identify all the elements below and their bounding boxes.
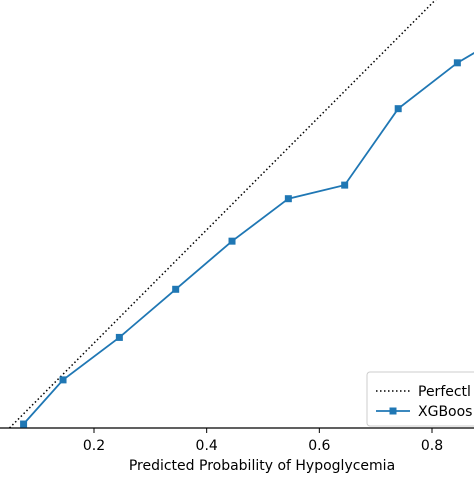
xgboost-data-point	[394, 105, 402, 113]
x-tick-label: 0.8	[421, 438, 443, 454]
legend: Perfectl XGBoos	[366, 371, 474, 427]
xgboost-data-point	[284, 195, 292, 203]
xgboost-data-point	[172, 285, 180, 293]
perfect-calibration-line	[8, 0, 437, 428]
xgboost-calibration-line	[22, 52, 474, 425]
x-axis-ticks: 0.2 0.4 0.6 0.8	[83, 428, 443, 454]
series-group	[8, 0, 474, 428]
xgboost-data-point	[20, 420, 28, 428]
xgboost-data-point	[59, 376, 67, 384]
x-tick-label: 0.4	[196, 438, 218, 454]
x-tick-label: 0.6	[308, 438, 330, 454]
xgboost-data-point	[453, 59, 461, 67]
xgboost-data-point	[341, 181, 349, 189]
legend-perfect-label: Perfectl	[418, 384, 471, 400]
legend-xgboost-marker	[389, 407, 397, 415]
xgboost-data-point	[115, 333, 123, 341]
xgboost-data-point	[228, 237, 236, 245]
legend-xgboost-label: XGBoos	[418, 404, 472, 420]
x-axis-label: Predicted Probability of Hypoglycemia	[129, 458, 395, 474]
x-tick-label: 0.2	[83, 438, 105, 454]
